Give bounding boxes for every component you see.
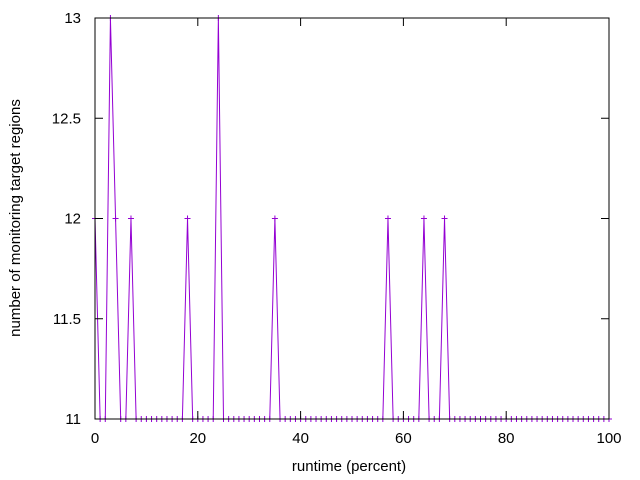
axes: 0 20 40 60 80 100 11 11.5 12 12.5 13 [52, 10, 622, 447]
y-tick-label: 11 [65, 411, 81, 428]
x-tick-label: 60 [395, 430, 412, 447]
x-tick-label: 100 [596, 430, 621, 447]
data-point [271, 215, 278, 222]
plot-area [92, 15, 612, 422]
x-tick-label: 20 [189, 430, 206, 447]
x-tick-label: 0 [91, 430, 99, 447]
data-point [127, 215, 134, 222]
series-line [94, 17, 609, 420]
x-tick-label: 80 [498, 430, 515, 447]
y-tick-label: 12.5 [52, 110, 81, 127]
y-tick-label: 11.5 [53, 311, 81, 328]
x-axis-label: runtime (percent) [292, 458, 406, 475]
data-point [420, 215, 427, 222]
data-point [441, 215, 448, 222]
data-point [184, 215, 191, 222]
data-point [112, 215, 119, 222]
y-tick-label: 12 [64, 211, 81, 228]
y-axis-label: number of monitoring target regions [7, 99, 24, 337]
y-tick-label: 13 [64, 10, 81, 27]
x-tick-label: 40 [292, 430, 309, 447]
plot-frame [94, 17, 610, 420]
data-point [384, 215, 391, 222]
